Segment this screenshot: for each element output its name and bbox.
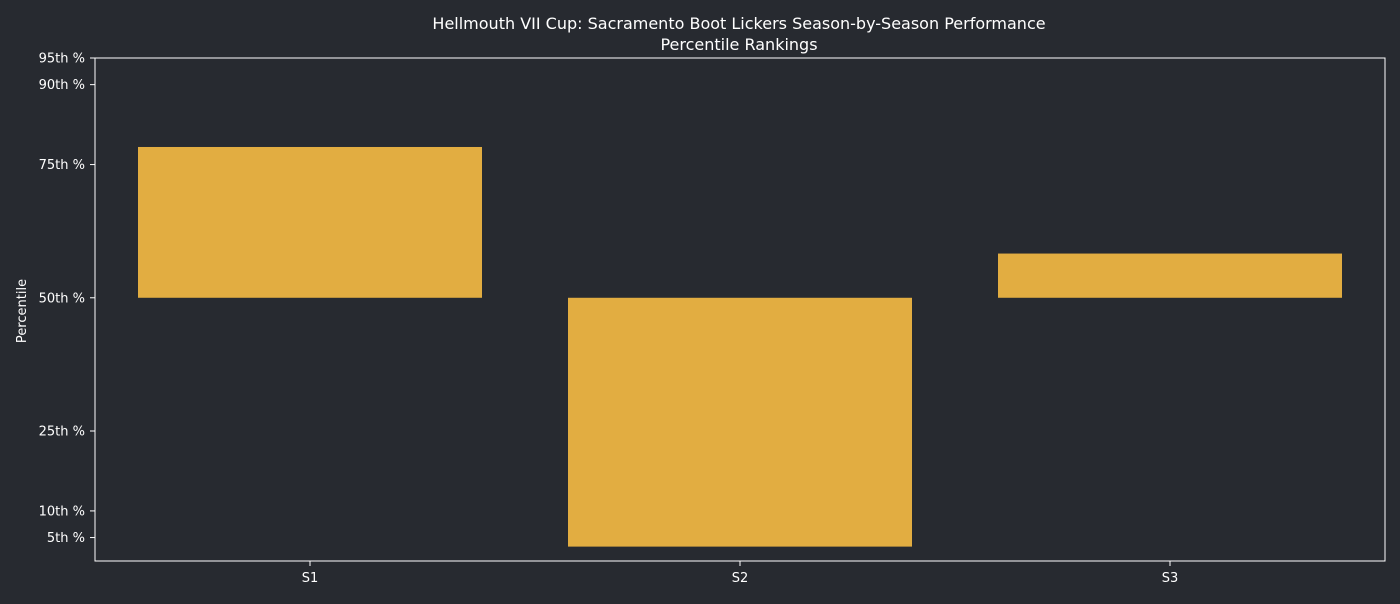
x-tick-label: S1: [302, 571, 319, 586]
x-tick-label: S3: [1162, 571, 1179, 586]
bar-s2: [568, 297, 912, 547]
y-axis: 5th % 10th % 25th % 50th % 75th % 90th % 95th …: [39, 52, 95, 546]
bars-layer: [138, 146, 1342, 547]
y-tick-label: 5th %: [47, 531, 85, 546]
y-axis-label: Percentile: [15, 279, 30, 343]
bar-s3: [998, 253, 1342, 298]
y-tick-label: 10th %: [39, 504, 85, 519]
chart-subtitle: Percentile Rankings: [660, 35, 817, 54]
x-axis: S1 S2 S3: [302, 561, 1179, 586]
y-tick-label: 75th %: [39, 158, 85, 173]
y-tick-label: 50th %: [39, 291, 85, 306]
y-tick-label: 95th %: [39, 52, 85, 67]
chart-title: Hellmouth VII Cup: Sacramento Boot Licke…: [432, 14, 1045, 33]
bar-s1: [138, 146, 482, 298]
y-tick-label: 90th %: [39, 78, 85, 93]
x-tick-label: S2: [732, 571, 749, 586]
y-tick-label: 25th %: [39, 424, 85, 439]
